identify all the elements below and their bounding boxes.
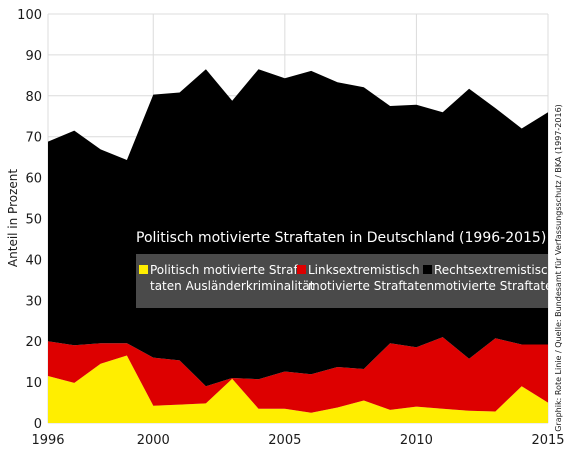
y-tick-label: 60 <box>25 172 42 187</box>
x-tick-label: 1996 <box>31 433 64 448</box>
y-tick-label: 30 <box>25 294 42 309</box>
chart-title: Politisch motivierte Straftaten in Deuts… <box>136 230 546 246</box>
y-tick-label: 100 <box>17 8 42 23</box>
y-tick-label: 70 <box>25 131 42 146</box>
y-axis-ticks: 0 10 20 30 40 50 60 70 80 90 100 <box>17 8 42 432</box>
x-tick-label: 2015 <box>531 433 564 448</box>
stacked-areas <box>48 69 548 423</box>
y-tick-label: 40 <box>25 253 42 268</box>
x-axis-ticks: 1996 2000 2005 2010 2015 <box>31 433 564 448</box>
legend-label: Linksextremistisch <box>308 263 420 277</box>
legend-swatch <box>297 265 306 274</box>
legend: Politisch motivierte Straf-taten Ausländ… <box>139 263 560 293</box>
legend-label: taten Ausländerkriminalität <box>150 279 315 293</box>
y-tick-label: 20 <box>25 335 42 350</box>
legend-box <box>136 254 548 308</box>
y-tick-label: 0 <box>34 417 42 432</box>
legend-label: motivierte Straftaten <box>308 279 434 293</box>
legend-label: motivierte Straftaten <box>434 279 560 293</box>
area-series-0 <box>48 355 548 423</box>
legend-swatch <box>139 265 148 274</box>
x-tick-label: 2005 <box>268 433 301 448</box>
area-series-2 <box>48 69 548 387</box>
legend-entry-2: Rechtsextremistisch motivierte Straftaten <box>423 263 560 293</box>
legend-entry-0: Politisch motivierte Straf-taten Ausländ… <box>139 263 315 293</box>
legend-label: Politisch motivierte Straf- <box>150 263 301 277</box>
legend-swatch <box>423 265 432 274</box>
y-tick-label: 80 <box>25 90 42 105</box>
x-tick-label: 2010 <box>400 433 433 448</box>
area-series-1 <box>48 337 548 413</box>
y-tick-label: 50 <box>25 213 42 228</box>
source-credit: Graphik: Rote Linie / Quelle: Bundesamt … <box>554 104 563 432</box>
legend-label: Rechtsextremistisch <box>434 263 555 277</box>
y-tick-label: 10 <box>25 376 42 391</box>
y-axis-label: Anteil in Prozent <box>6 169 20 267</box>
legend-entry-1: Linksextremistisch motivierte Straftaten <box>297 263 434 293</box>
y-tick-label: 90 <box>25 49 42 64</box>
x-tick-label: 2000 <box>137 433 170 448</box>
